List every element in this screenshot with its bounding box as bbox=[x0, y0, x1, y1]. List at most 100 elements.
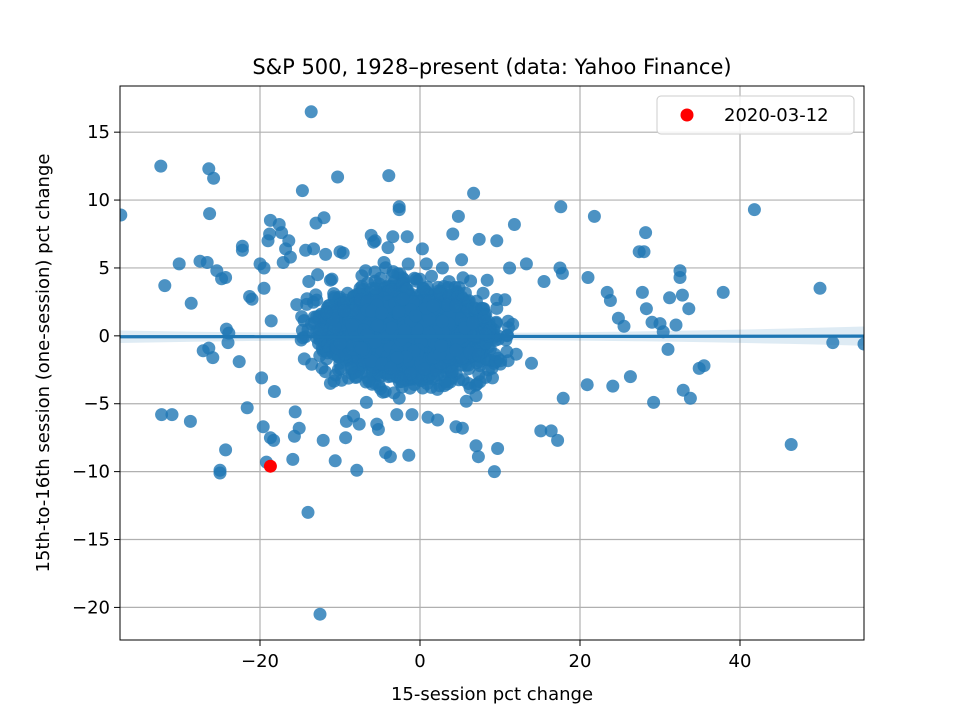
scatter-point bbox=[451, 209, 465, 223]
scatter-point bbox=[317, 211, 331, 225]
scatter-point bbox=[235, 243, 249, 257]
scatter-point bbox=[206, 351, 220, 365]
scatter-point bbox=[339, 431, 353, 445]
regression-line-path bbox=[120, 334, 864, 339]
y-tick-label: 5 bbox=[99, 258, 110, 279]
scatter-point bbox=[336, 246, 350, 260]
scatter-point bbox=[469, 389, 483, 403]
scatter-point bbox=[386, 230, 400, 244]
scatter-point bbox=[257, 281, 271, 295]
y-axis-label: 15th-to-16th session (one-session) pct c… bbox=[33, 154, 54, 573]
scatter-point bbox=[683, 391, 697, 405]
cluster-point bbox=[468, 301, 482, 315]
scatter-point bbox=[534, 424, 548, 438]
scatter-point bbox=[716, 285, 730, 299]
cluster-point bbox=[362, 374, 376, 388]
scatter-point bbox=[232, 355, 246, 369]
y-tick-label: −10 bbox=[72, 462, 110, 483]
scatter-point bbox=[675, 288, 689, 302]
cluster-point bbox=[435, 314, 449, 328]
plot-area bbox=[120, 105, 864, 621]
cluster-point bbox=[490, 293, 504, 306]
scatter-point bbox=[455, 253, 469, 267]
scatter-point bbox=[555, 266, 569, 280]
scatter-point bbox=[587, 209, 601, 223]
scatter-point bbox=[158, 279, 172, 293]
scatter-point bbox=[467, 186, 481, 200]
cluster-point bbox=[345, 318, 359, 332]
scatter-point bbox=[669, 318, 683, 332]
cluster-point bbox=[408, 271, 421, 285]
cluster-point bbox=[445, 365, 459, 379]
legend: 2020-03-12 bbox=[656, 95, 855, 135]
scatter-point bbox=[554, 200, 568, 214]
scatter-point bbox=[302, 275, 316, 288]
scatter-point bbox=[257, 261, 271, 275]
cluster-point bbox=[456, 373, 470, 387]
cluster-point bbox=[378, 385, 392, 399]
scatter-point bbox=[617, 319, 631, 333]
scatter-point bbox=[219, 271, 233, 284]
cluster-point bbox=[401, 257, 415, 271]
scatter-point bbox=[623, 370, 637, 384]
scatter-point bbox=[519, 257, 533, 271]
y-tick-label: −5 bbox=[83, 394, 110, 415]
scatter-point bbox=[747, 203, 761, 217]
scatter-point bbox=[323, 273, 337, 287]
scatter-point bbox=[184, 296, 198, 310]
scatter-point bbox=[256, 420, 270, 434]
cluster-point bbox=[319, 305, 333, 319]
cluster-point bbox=[369, 282, 382, 296]
x-axis-ticks: −20 0 20 40 bbox=[241, 640, 751, 672]
scatter-point bbox=[491, 442, 505, 455]
scatter-point bbox=[350, 463, 364, 477]
cluster-point bbox=[375, 306, 389, 320]
cluster-point bbox=[426, 299, 440, 313]
chart-title: S&P 500, 1928–present (data: Yahoo Finan… bbox=[252, 55, 731, 79]
cluster-point bbox=[290, 298, 304, 312]
scatter-point bbox=[301, 505, 315, 519]
legend-marker-highlight bbox=[680, 108, 694, 122]
scatter-point bbox=[286, 452, 300, 466]
axes-frame bbox=[119, 85, 865, 641]
cluster-point bbox=[449, 343, 463, 357]
scatter-point bbox=[331, 170, 345, 184]
scatter-point bbox=[292, 421, 306, 435]
scatter-point bbox=[400, 230, 414, 244]
scatter-point bbox=[200, 256, 214, 269]
scatter-point bbox=[328, 454, 342, 468]
y-axis-ticks: 15 10 5 0 −5 −10 −15 −20 bbox=[72, 122, 120, 618]
scatter-point bbox=[581, 271, 595, 284]
scatter-point bbox=[639, 302, 653, 316]
y-tick-label: 10 bbox=[87, 190, 110, 211]
scatter-point bbox=[263, 227, 277, 241]
scatter-point bbox=[813, 281, 827, 295]
scatter-point bbox=[469, 439, 483, 453]
scatter-point bbox=[580, 378, 594, 392]
scatter-point bbox=[544, 424, 558, 438]
x-tick-label: −20 bbox=[241, 651, 279, 672]
scatter-point bbox=[368, 234, 382, 248]
scatter-point bbox=[240, 401, 254, 415]
scatter-point bbox=[316, 433, 330, 447]
scatter-point bbox=[120, 208, 128, 222]
cluster-point bbox=[525, 356, 538, 370]
cluster-point bbox=[395, 380, 409, 394]
scatter-point bbox=[382, 169, 396, 183]
scatter-point bbox=[165, 408, 179, 422]
cluster-point bbox=[396, 292, 410, 306]
scatter-point bbox=[311, 268, 325, 282]
cluster-point bbox=[440, 377, 454, 391]
cluster-point bbox=[486, 371, 499, 385]
scatter-point bbox=[155, 408, 169, 422]
cluster-point bbox=[449, 299, 463, 313]
highlight-point bbox=[263, 459, 277, 473]
cluster-point bbox=[466, 316, 480, 330]
scatter-point bbox=[402, 448, 416, 462]
cluster-point bbox=[404, 367, 417, 381]
x-tick-label: 20 bbox=[569, 651, 592, 672]
scatter-point bbox=[392, 203, 406, 217]
scatter-point bbox=[487, 465, 501, 479]
scatter-point bbox=[419, 257, 433, 271]
